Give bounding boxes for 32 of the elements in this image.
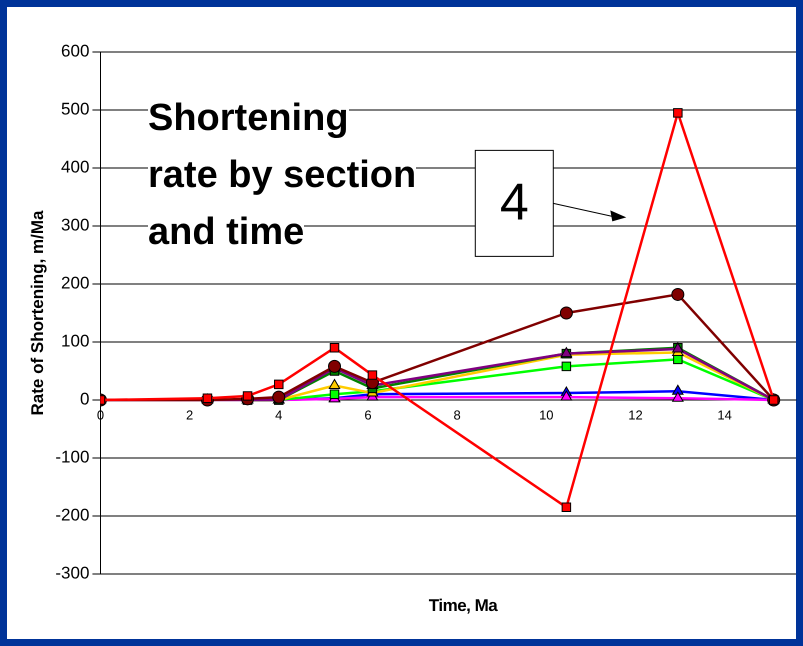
point [330, 343, 340, 353]
y-tick-label: 0 [80, 390, 90, 409]
point [272, 390, 286, 404]
x-tick-label: 12 [628, 407, 643, 422]
point [274, 380, 284, 390]
y-tick-label: -200 [55, 506, 90, 525]
y-tick-label: 100 [61, 332, 90, 351]
point [330, 389, 340, 399]
y-tick-label: 300 [61, 216, 90, 235]
point [562, 362, 572, 372]
x-tick-label: 8 [454, 407, 461, 422]
y-axis-title: Rate of Shortening, m/Ma [28, 210, 47, 416]
x-tick-label: 4 [275, 407, 282, 422]
x-axis-title: Time, Ma [428, 596, 499, 616]
point [562, 502, 572, 512]
point [560, 306, 573, 320]
x-tick-label: 14 [717, 407, 732, 422]
y-tick-label: -300 [55, 564, 90, 583]
point [328, 379, 340, 389]
x-tick-label: 2 [186, 407, 194, 422]
y-tick-label: 200 [61, 274, 90, 293]
point [368, 370, 378, 380]
y-tick-label: 400 [61, 158, 90, 177]
annotation: 4 [500, 174, 529, 232]
y-tick-label: -100 [55, 448, 90, 467]
y-tick-label: 500 [61, 100, 90, 119]
point [673, 108, 683, 118]
y-tick-label: 600 [61, 42, 90, 61]
text: Shortening rate by section and time [148, 97, 416, 253]
x-tick-label: 6 [364, 407, 372, 422]
point [671, 288, 684, 301]
x-tick-label: 10 [539, 407, 554, 422]
